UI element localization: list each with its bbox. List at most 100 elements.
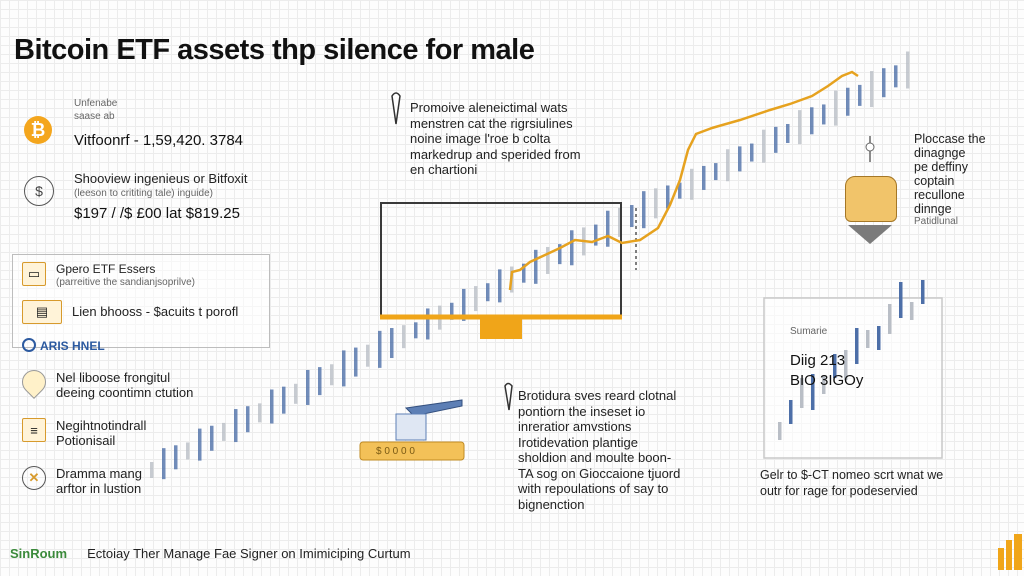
document-icon: ≡ bbox=[22, 418, 46, 442]
list-item: ▤ Lien bhooss - $acuits t porofl bbox=[22, 300, 238, 324]
background-bar bbox=[462, 288, 466, 321]
background-bar bbox=[894, 65, 898, 88]
price-line bbox=[508, 70, 859, 291]
inset-bar bbox=[899, 282, 903, 318]
background-bar bbox=[714, 163, 718, 181]
coin-icon: $ bbox=[24, 176, 54, 206]
inset-bar bbox=[877, 326, 881, 350]
background-bar bbox=[426, 308, 430, 340]
inset-bar bbox=[855, 328, 859, 364]
background-bar bbox=[330, 364, 334, 386]
info-sublabel: saase ab bbox=[74, 111, 115, 122]
background-bar bbox=[750, 143, 754, 162]
background-bar bbox=[522, 263, 526, 283]
background-bar bbox=[642, 191, 646, 229]
background-bar bbox=[774, 126, 778, 153]
background-bar bbox=[210, 425, 214, 451]
list-item: Nel liboose frongitul deeing coontimn ct… bbox=[17, 365, 194, 400]
callout-line: inreratior amvstions bbox=[518, 419, 632, 434]
info-note: (leeson to crititing tale) inguide) bbox=[74, 188, 213, 199]
inset-bar bbox=[833, 354, 837, 378]
callout-line: with repoulations of say to bbox=[518, 481, 669, 496]
callout-line: dinagnge bbox=[914, 146, 966, 160]
info-label: Unfenabe bbox=[74, 98, 118, 109]
caption-line: Gelr to $-CT nomeo scrt wnat we bbox=[760, 468, 944, 482]
caption-line: outr for rage for podeservied bbox=[760, 483, 918, 498]
footer-text: Ectoiay Ther Manage Fae Signer on Imimic… bbox=[87, 546, 411, 561]
background-bar bbox=[666, 185, 670, 209]
background-bar bbox=[222, 422, 226, 441]
inset-caption: Gelr to $-CT nomeo scrt wnat we outr for… bbox=[760, 468, 943, 499]
background-bar bbox=[654, 188, 658, 219]
list-item-label: Lien bhooss - $acuits t porofl bbox=[72, 304, 239, 319]
background-bar bbox=[258, 403, 262, 423]
logo-bar bbox=[998, 548, 1004, 570]
list-item-label: deeing coontimn ctution bbox=[56, 385, 194, 400]
background-bar bbox=[594, 224, 598, 246]
price-range-line: $197 / /$ £00 lat $819.25 bbox=[74, 205, 240, 222]
callout-line: markedrup and sperided from bbox=[410, 146, 581, 162]
cross-icon: ✕ bbox=[22, 466, 46, 490]
callout-right: Ploccase the dinagnge pe deffiny coptain… bbox=[914, 132, 986, 228]
background-bar bbox=[534, 249, 538, 284]
background-bar bbox=[282, 386, 286, 414]
callout-bottom: Brotidura sves reard clotnal pontiorn th… bbox=[518, 388, 680, 512]
callout-line: Promoive aleneictimal wats bbox=[410, 100, 568, 115]
inset-bar bbox=[910, 302, 914, 320]
list-item: ✕ Dramma mang arftor in lustion bbox=[22, 466, 142, 496]
inset-bar bbox=[888, 304, 892, 334]
inset-bar bbox=[866, 330, 870, 348]
background-bar bbox=[354, 347, 358, 377]
callout-line: TA sog on Gioccaione tjuord bbox=[518, 465, 681, 481]
card-top-shape bbox=[404, 399, 463, 417]
list-item-sub: (parreitive the sandianjsoprilve) bbox=[56, 277, 195, 288]
callout-line: bignenction bbox=[518, 496, 585, 512]
list-item-label: Gpero ETF Essers bbox=[56, 262, 156, 276]
background-bar bbox=[834, 90, 838, 126]
inset-bar bbox=[921, 280, 925, 304]
background-bar bbox=[474, 286, 478, 312]
chip-label: $ 0 0 0 0 bbox=[376, 446, 415, 457]
callout-line: coptain bbox=[914, 174, 955, 188]
callout-line: dinnge bbox=[914, 202, 952, 216]
highlight-block bbox=[480, 319, 522, 339]
background-bar bbox=[858, 84, 862, 106]
circle-icon bbox=[22, 338, 36, 352]
background-bar bbox=[498, 269, 502, 303]
background-bar bbox=[342, 350, 346, 387]
callout-line: recullone bbox=[914, 188, 965, 202]
card-screen-shape bbox=[395, 413, 427, 441]
background-bar bbox=[162, 448, 166, 480]
list-item-label: Potionisail bbox=[56, 433, 116, 448]
background-bar bbox=[486, 283, 490, 302]
logo-bar bbox=[1006, 540, 1012, 570]
list-item-label: arftor in lustion bbox=[56, 481, 142, 496]
background-bar bbox=[318, 367, 322, 396]
background-bar bbox=[726, 149, 730, 182]
callout-line: en chartioni bbox=[410, 162, 478, 177]
connector-dot bbox=[865, 142, 875, 152]
background-bar bbox=[798, 110, 802, 145]
background-bar bbox=[906, 51, 910, 89]
bitcoin-icon: ₿ bbox=[24, 116, 52, 144]
background-bar bbox=[738, 146, 742, 172]
background-bar bbox=[762, 129, 766, 163]
background-bar bbox=[174, 445, 178, 470]
background-bar bbox=[150, 462, 154, 478]
callout-line: pontiorn the inseset io bbox=[518, 403, 646, 419]
inset-value: Diig 213 bbox=[790, 352, 846, 369]
background-bar bbox=[606, 210, 610, 247]
background-bar bbox=[234, 409, 238, 443]
list-item-label: Nel liboose frongitul bbox=[56, 370, 171, 385]
list-item-label: Dramma mang bbox=[56, 466, 142, 481]
background-bar bbox=[186, 442, 190, 460]
inset-bar bbox=[800, 378, 804, 408]
inset-bar bbox=[789, 400, 793, 424]
background-bar bbox=[570, 230, 574, 266]
list-item-label: Negihtnotindrall bbox=[56, 418, 147, 433]
callout-line: menstren cat the rigrsiulines bbox=[410, 115, 573, 131]
background-bar bbox=[690, 168, 694, 200]
inset-bar bbox=[844, 350, 848, 380]
card-icon: ▤ bbox=[22, 300, 62, 324]
